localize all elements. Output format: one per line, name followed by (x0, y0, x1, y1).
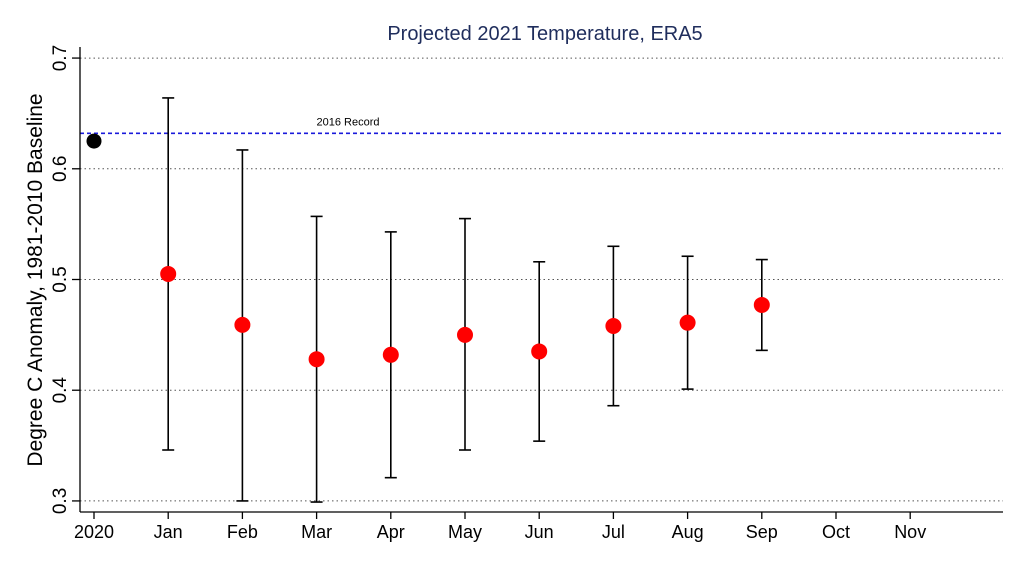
x-axis-ticks: 2020 Jan Feb Mar Apr May Jun Jul Aug Sep Oct Nov (74, 512, 926, 542)
data-point (457, 326, 473, 343)
data-point (308, 351, 325, 368)
data-point (531, 343, 548, 360)
data-point (160, 265, 177, 282)
x-tick-label: Oct (822, 522, 850, 542)
data-point (382, 346, 399, 363)
data-point (605, 318, 622, 334)
data-point (234, 316, 251, 333)
y-tick-label: 0.5 (50, 266, 71, 292)
x-tick-label: Feb (227, 522, 258, 542)
x-tick-label: Jun (525, 522, 554, 542)
y-tick-label: 0.7 (50, 45, 71, 71)
x-tick-label: Apr (377, 522, 405, 542)
data-points (86, 133, 770, 368)
x-tick-label: Nov (894, 522, 926, 542)
axes (79, 47, 1003, 513)
y-tick-label: 0.3 (50, 488, 71, 514)
x-tick-label: May (448, 522, 482, 542)
x-tick-label: Jul (602, 522, 625, 542)
data-point (679, 314, 696, 331)
data-point (753, 296, 770, 313)
chart-title: Projected 2021 Temperature, ERA5 (387, 23, 702, 45)
y-axis-label: Degree C Anomaly, 1981-2010 Baseline (24, 93, 47, 466)
x-tick-label: Sep (746, 522, 778, 542)
y-tick-label: 0.4 (50, 377, 71, 404)
x-tick-label: Jan (154, 522, 183, 542)
data-point-2020 (86, 133, 102, 149)
gridlines (80, 57, 1003, 502)
y-axis-ticks: 0.3 0.4 0.5 0.6 0.7 (50, 45, 80, 514)
error-bars (162, 97, 768, 503)
y-tick-label: 0.6 (50, 156, 71, 182)
x-tick-label: Mar (301, 522, 332, 542)
record-reference: 2016 Record (80, 116, 1003, 135)
x-tick-label: 2020 (74, 522, 114, 542)
record-reference-label: 2016 Record (317, 116, 380, 128)
x-tick-label: Aug (672, 522, 704, 542)
